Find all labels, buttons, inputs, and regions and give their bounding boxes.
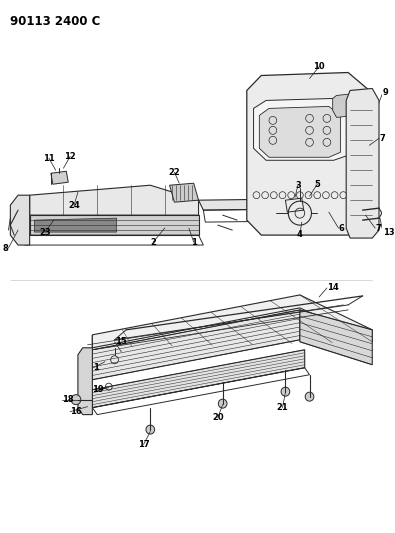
Polygon shape xyxy=(30,215,199,235)
Text: 12: 12 xyxy=(64,152,76,161)
Polygon shape xyxy=(169,183,199,202)
Circle shape xyxy=(281,387,290,396)
Polygon shape xyxy=(10,195,30,245)
Text: 14: 14 xyxy=(327,284,339,293)
Text: 19: 19 xyxy=(92,385,104,394)
Polygon shape xyxy=(247,72,369,235)
Polygon shape xyxy=(346,88,379,238)
Text: 1: 1 xyxy=(93,363,99,372)
Text: 9: 9 xyxy=(383,88,389,97)
Circle shape xyxy=(305,392,314,401)
Circle shape xyxy=(218,399,227,408)
Polygon shape xyxy=(92,295,372,348)
Text: 1: 1 xyxy=(191,238,197,247)
Text: 10: 10 xyxy=(313,62,325,71)
Text: 24: 24 xyxy=(68,200,80,209)
Text: 17: 17 xyxy=(138,440,149,449)
Polygon shape xyxy=(78,348,92,415)
Polygon shape xyxy=(30,185,199,215)
Circle shape xyxy=(71,394,81,405)
Text: 16: 16 xyxy=(70,407,82,416)
Text: 15: 15 xyxy=(115,337,126,346)
Text: 8: 8 xyxy=(3,244,8,253)
Polygon shape xyxy=(254,99,348,160)
Text: 7: 7 xyxy=(375,224,381,232)
Text: 22: 22 xyxy=(169,168,180,177)
Text: 11: 11 xyxy=(43,154,55,163)
Text: 21: 21 xyxy=(276,403,288,412)
Polygon shape xyxy=(34,218,117,232)
Polygon shape xyxy=(92,350,305,408)
Polygon shape xyxy=(92,310,300,379)
Text: 20: 20 xyxy=(212,413,224,422)
Text: 90113 2400 C: 90113 2400 C xyxy=(10,15,101,28)
Polygon shape xyxy=(199,198,363,210)
Circle shape xyxy=(146,425,154,434)
Polygon shape xyxy=(300,310,372,365)
Text: 6: 6 xyxy=(339,224,344,232)
Text: 18: 18 xyxy=(62,395,74,404)
Text: 4: 4 xyxy=(297,230,303,239)
Text: 23: 23 xyxy=(39,228,51,237)
Text: 3: 3 xyxy=(295,181,301,190)
Text: 5: 5 xyxy=(314,180,320,189)
Text: 13: 13 xyxy=(383,228,395,237)
Text: 2: 2 xyxy=(150,238,156,247)
Polygon shape xyxy=(51,171,68,184)
Polygon shape xyxy=(260,107,340,157)
Polygon shape xyxy=(333,93,362,117)
Text: 7: 7 xyxy=(379,134,385,143)
